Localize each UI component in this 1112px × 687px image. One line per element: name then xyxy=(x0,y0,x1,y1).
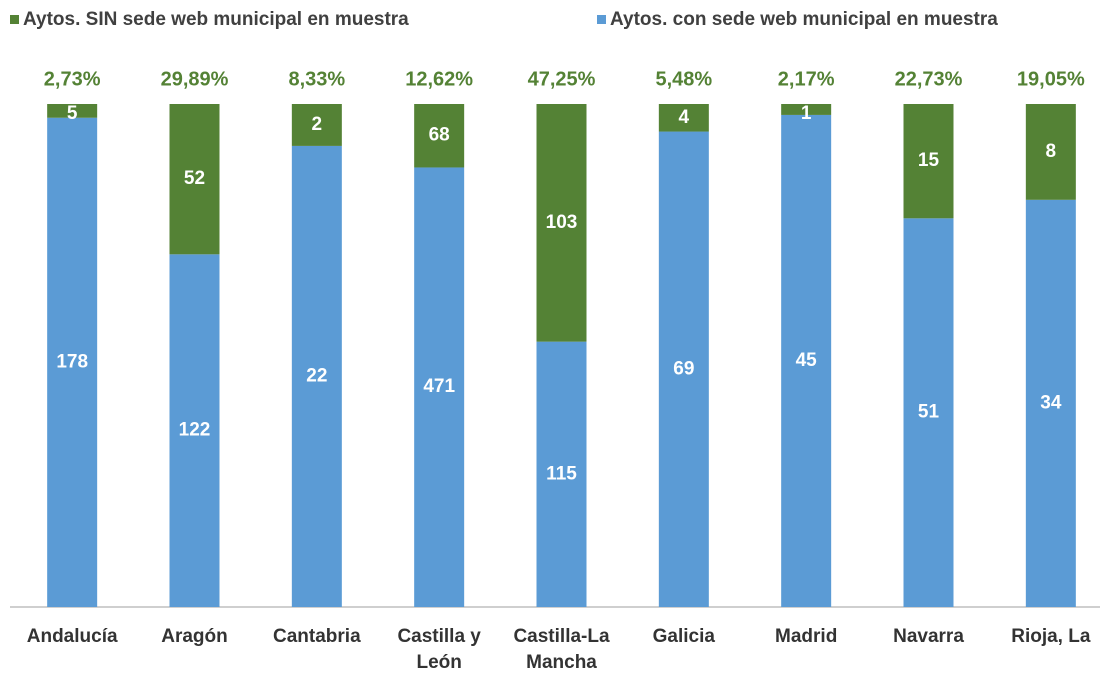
x-tick-label: Cantabria xyxy=(273,626,361,647)
percent-label: 2,17% xyxy=(778,68,835,90)
bar-segment xyxy=(903,104,954,219)
value-label: 5 xyxy=(67,103,78,124)
value-label: 15 xyxy=(918,150,940,171)
value-label: 4 xyxy=(679,107,690,128)
bar-segment xyxy=(291,145,342,607)
percent-label: 12,62% xyxy=(405,68,473,90)
x-tick-label: Madrid xyxy=(775,626,837,647)
percent-label: 47,25% xyxy=(528,68,596,90)
x-tick-label: Andalucía xyxy=(27,626,118,647)
x-tick-label: Navarra xyxy=(893,626,964,647)
bar-segment xyxy=(414,167,465,607)
percent-label: 8,33% xyxy=(288,68,345,90)
value-label: 122 xyxy=(179,420,211,441)
value-label: 471 xyxy=(423,376,455,397)
value-label: 1 xyxy=(801,103,812,124)
value-label: 51 xyxy=(918,402,940,423)
bar-segment xyxy=(658,104,709,132)
value-label: 103 xyxy=(546,212,578,233)
percent-label: 29,89% xyxy=(161,68,229,90)
legend-label: Aytos. SIN sede web municipal en muestra xyxy=(23,9,409,30)
bar-segment xyxy=(781,114,832,607)
bar-segment xyxy=(903,218,954,607)
bar-segment xyxy=(536,341,587,607)
value-label: 8 xyxy=(1046,141,1057,162)
value-label: 2 xyxy=(312,114,323,135)
bar-segment xyxy=(414,104,465,168)
bar-segment xyxy=(47,104,98,118)
value-label: 22 xyxy=(306,365,327,386)
value-label: 34 xyxy=(1040,392,1062,413)
value-label: 68 xyxy=(429,125,450,146)
x-tick-label: Aragón xyxy=(161,626,228,647)
percent-label: 2,73% xyxy=(44,68,101,90)
bar-segment xyxy=(536,104,587,342)
value-label: 115 xyxy=(546,463,577,484)
legend-label: Aytos. con sede web municipal en muestra xyxy=(610,9,998,30)
legend-swatch xyxy=(597,15,606,24)
bar-segment xyxy=(47,117,98,608)
x-tick-label: Rioja, La xyxy=(1011,626,1091,647)
x-tick-label: Castilla y León xyxy=(397,626,481,673)
legend-swatch xyxy=(10,15,19,24)
percent-label: 5,48% xyxy=(655,68,712,90)
x-tick-label: Galicia xyxy=(653,626,716,647)
value-label: 69 xyxy=(673,358,694,379)
bar-segment xyxy=(169,104,220,255)
bar-segment xyxy=(291,104,342,146)
x-tick-label: Castilla-La Mancha xyxy=(513,626,610,673)
value-label: 45 xyxy=(796,350,818,371)
bar-segment xyxy=(1025,199,1076,608)
value-label: 178 xyxy=(56,351,88,372)
percent-label: 19,05% xyxy=(1017,68,1085,90)
bar-segment xyxy=(781,104,832,115)
bar-segment xyxy=(169,254,220,607)
value-label: 52 xyxy=(184,168,205,189)
bar-segment xyxy=(1025,104,1076,200)
percent-label: 22,73% xyxy=(895,68,963,90)
bar-segment xyxy=(658,131,709,607)
